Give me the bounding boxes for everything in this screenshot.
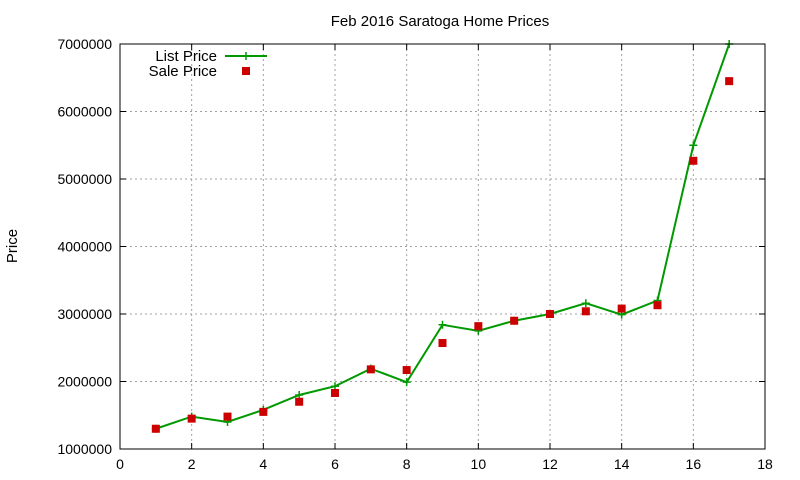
- list-price-point: [295, 391, 304, 399]
- series-line-list-price: [155, 43, 731, 430]
- y-tick-label: 7000000: [57, 36, 112, 52]
- sale-price-point: [474, 322, 483, 331]
- legend-marker-list-price: [242, 52, 250, 60]
- axis-ticks: 0 2 4 6 8 10 12 14 16 18 1000000 2000000 3000000 4000…: [57, 36, 773, 472]
- sale-price-point: [259, 407, 268, 416]
- y-tick-label: 5000000: [57, 171, 112, 187]
- sale-price-point: [151, 424, 160, 433]
- sale-price-point: [402, 366, 411, 375]
- sale-price-point: [366, 365, 375, 374]
- legend-label-list-price: List Price: [155, 48, 217, 65]
- y-axis-label: Price: [4, 229, 21, 263]
- x-tick-label: 6: [331, 456, 339, 472]
- sale-price-point: [689, 156, 698, 165]
- plot-frame: [119, 43, 766, 450]
- list-price-point: [331, 382, 339, 391]
- y-tick-label: 2000000: [57, 374, 112, 390]
- series-layer: [151, 40, 734, 433]
- sale-price-point: [438, 339, 447, 348]
- x-tick-label: 10: [471, 456, 487, 472]
- x-tick-label: 14: [614, 456, 630, 472]
- sale-price-point: [510, 316, 519, 325]
- sale-price-point: [331, 388, 339, 397]
- x-tick-label: 16: [686, 456, 702, 472]
- sale-price-point: [223, 412, 232, 421]
- sale-price-point: [546, 310, 554, 318]
- sale-price-point: [617, 304, 626, 313]
- x-tick-label: 8: [403, 456, 411, 472]
- y-tick-label: 1000000: [57, 441, 112, 457]
- sale-price-point: [725, 77, 734, 86]
- x-tick-label: 12: [542, 456, 558, 472]
- x-tick-label: 2: [188, 456, 196, 472]
- y-tick-label: 3000000: [57, 306, 112, 322]
- sale-price-point: [187, 414, 196, 423]
- chart-title: Feb 2016 Saratoga Home Prices: [331, 13, 549, 30]
- list-price-point: [402, 378, 411, 387]
- list-price-point: [581, 299, 590, 308]
- x-tick-label: 0: [116, 456, 124, 472]
- x-tick-label: 4: [259, 456, 267, 472]
- legend-marker-sale-price: [242, 67, 250, 75]
- list-price-point: [689, 141, 698, 150]
- legend-label-sale-price: Sale Price: [149, 63, 217, 80]
- y-tick-label: 4000000: [57, 239, 112, 255]
- sale-price-point: [581, 307, 590, 316]
- grid-lines: [120, 44, 765, 449]
- y-tick-label: 6000000: [57, 104, 112, 120]
- x-tick-label: 18: [757, 456, 773, 472]
- sale-price-point: [295, 397, 304, 406]
- sale-price-point: [653, 301, 662, 310]
- list-price-point: [438, 320, 447, 329]
